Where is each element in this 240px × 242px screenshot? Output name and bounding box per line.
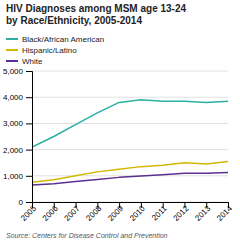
y-tick: 5,000 [3, 67, 32, 76]
legend-swatch [6, 49, 18, 51]
tick-label: 2007 [63, 204, 82, 223]
tick-mark [26, 150, 32, 151]
tick-mark [26, 71, 32, 72]
x-tick: 2009 [106, 202, 125, 223]
y-axis: 0 1,000 2,000 3,000 4,000 5,000 [3, 67, 33, 207]
legend-item: Black/African American [6, 35, 104, 44]
x-axis: 2005200620072008200920102011201220132014 [19, 202, 234, 223]
tick-label: 2008 [84, 204, 103, 223]
x-tick: 2011 [150, 202, 169, 223]
series-line [32, 172, 228, 185]
tick-label: 0 [19, 198, 24, 207]
tick-mark [26, 97, 32, 98]
y-tick: 3,000 [3, 119, 32, 128]
legend-swatch [6, 38, 18, 40]
tick-label: 2009 [106, 204, 125, 223]
tick-mark [26, 202, 32, 203]
legend: Black/African American Hispanic/Latino Whi… [6, 35, 104, 66]
tick-label: 2011 [150, 204, 169, 223]
legend-item: Hispanic/Latino [6, 46, 77, 55]
x-tick: 2014 [215, 202, 234, 223]
tick-label: 2010 [128, 204, 147, 223]
axis-line [33, 203, 229, 209]
tick-label: 2006 [41, 204, 60, 223]
grid-line [32, 71, 228, 72]
y-tick: 2,000 [3, 146, 32, 155]
series-line [32, 100, 228, 147]
x-tick: 2010 [128, 202, 147, 223]
legend-label: White [22, 57, 43, 66]
y-tick: 1,000 [3, 172, 32, 181]
tick-label: 2012 [172, 204, 191, 223]
tick-label: 2,000 [3, 146, 24, 155]
x-tick: 2012 [172, 202, 191, 223]
tick-mark [26, 176, 32, 177]
tick-label: 5,000 [3, 67, 24, 76]
series-group [32, 100, 228, 185]
grid-line [32, 123, 228, 124]
tick-mark [26, 123, 32, 124]
tick-label: 1,000 [3, 172, 24, 181]
tick-label: 3,000 [3, 119, 24, 128]
x-tick: 2006 [41, 202, 60, 223]
tick-label: 4,000 [3, 93, 24, 102]
tick-label: 2014 [215, 204, 234, 223]
y-tick: 4,000 [3, 93, 32, 102]
tick-label: 2013 [193, 204, 212, 223]
annotation: Source: Centers for Disease Control and … [6, 232, 168, 239]
grid [32, 71, 228, 202]
grid-line [32, 97, 228, 98]
y-tick: 0 [19, 198, 32, 207]
grid-line [32, 149, 228, 150]
legend-label: Hispanic/Latino [22, 46, 77, 55]
title: HIV Diagnoses among MSM age 13-24by Race… [6, 3, 186, 26]
series-line [32, 161, 228, 182]
axis-line [26, 72, 33, 203]
chart: HIV Diagnoses among MSM age 13-24by Race… [0, 0, 240, 242]
x-tick: 2013 [193, 202, 212, 223]
legend-label: Black/African American [22, 35, 104, 44]
x-tick: 2007 [63, 202, 82, 223]
legend-item: White [6, 57, 43, 66]
plot-area: 2005200620072008200920102011201220132014… [3, 67, 234, 223]
x-tick: 2008 [84, 202, 103, 223]
legend-swatch [6, 60, 18, 62]
